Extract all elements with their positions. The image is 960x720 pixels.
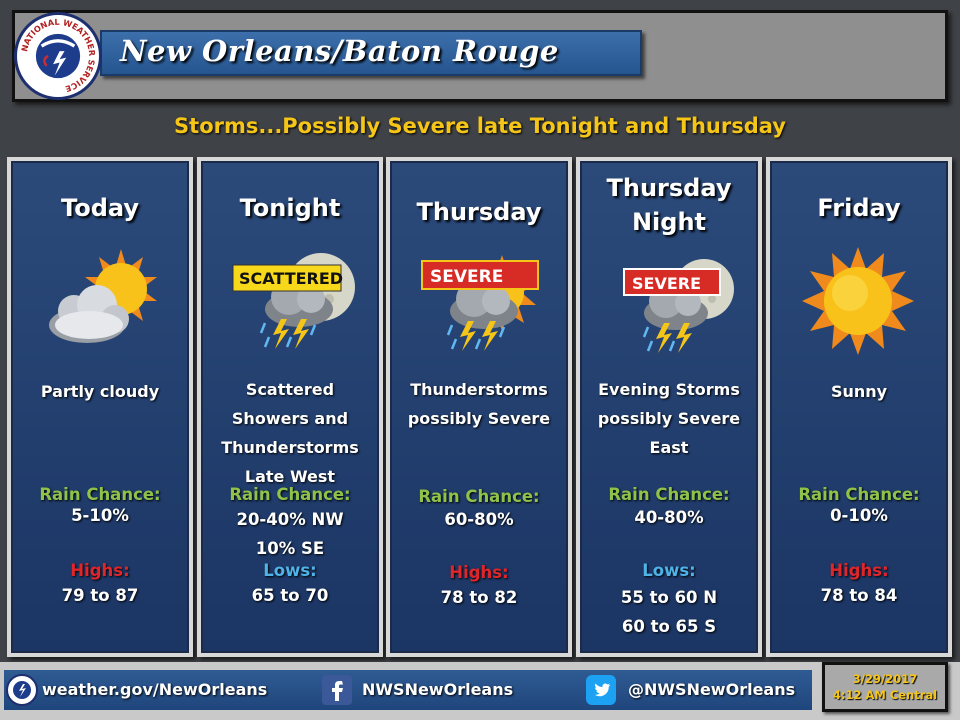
highs-value: 78 to 82 <box>440 588 518 607</box>
footer-bar: weather.gov/NewOrleans NWSNewOrleans @NW… <box>4 670 812 710</box>
scattered-thunderstorms-icon: SCATTERED <box>232 253 355 349</box>
day-title: Tonight <box>239 194 341 222</box>
forecast-panel-thursday-night: Thursday Night SEVERE Evening Storms pos… <box>576 157 762 657</box>
severe-thunderstorms-icon: SEVERE <box>421 255 539 351</box>
forecast-panel-friday: Friday Sunny Rain Chance: 0-10% Highs: 7… <box>766 157 952 657</box>
forecast-description: Scattered Showers and Thunderstorms Late… <box>221 380 359 486</box>
footer: weather.gov/NewOrleans NWSNewOrleans @NW… <box>0 662 960 720</box>
forecast-description: Partly cloudy <box>40 382 160 401</box>
severe-badge: SEVERE <box>430 267 503 287</box>
lows-value: 55 to 60 N 60 to 65 S <box>620 588 718 636</box>
lows-label: Lows: <box>642 561 696 580</box>
issued-date: 3/29/2017 <box>852 672 918 686</box>
website-link[interactable]: weather.gov/NewOrleans <box>42 680 268 699</box>
title-bar: New Orleans/Baton Rouge <box>100 30 642 76</box>
day-title: Today <box>61 194 139 222</box>
rain-chance-value: 40-80% <box>634 508 704 527</box>
rain-chance-label: Rain Chance: <box>229 485 351 504</box>
highs-value: 79 to 87 <box>61 586 139 605</box>
severe-badge: SEVERE <box>632 274 701 293</box>
facebook-icon[interactable] <box>322 675 352 705</box>
rain-chance-label: Rain Chance: <box>798 485 920 504</box>
rain-chance-value: 20-40% NW 10% SE <box>236 510 344 558</box>
forecast-description: Sunny <box>830 382 888 401</box>
issued-timestamp: 3/29/2017 4:12 AM Central <box>822 662 948 712</box>
cloud-shape <box>49 285 129 343</box>
lows-value: 65 to 70 <box>251 586 329 605</box>
twitter-icon[interactable] <box>586 675 616 705</box>
office-title: New Orleans/Baton Rouge <box>120 34 559 68</box>
rain-chance-label: Rain Chance: <box>39 485 161 504</box>
rain-chance-value: 60-80% <box>444 510 514 529</box>
nws-small-logo-icon <box>6 674 38 706</box>
facebook-handle[interactable]: NWSNewOrleans <box>362 680 514 699</box>
rain-chance-label: Rain Chance: <box>418 487 540 506</box>
day-title: Thursday Night <box>606 174 732 236</box>
lows-label: Lows: <box>263 561 317 580</box>
highs-label: Highs: <box>449 563 509 582</box>
nws-logo: NATIONAL WEATHER SERVICE <box>14 12 102 100</box>
partly-cloudy-icon <box>49 249 157 343</box>
rain-and-lightning-icon <box>446 321 506 351</box>
severe-thunderstorms-night-icon: SEVERE <box>623 259 734 353</box>
highs-value: 78 to 84 <box>820 586 898 605</box>
headline: Storms...Possibly Severe late Tonight an… <box>174 114 786 138</box>
rain-chance-label: Rain Chance: <box>608 485 730 504</box>
day-title: Friday <box>817 194 901 222</box>
scattered-badge: SCATTERED <box>239 269 343 288</box>
forecast-panel-thursday: Thursday SEVERE Thunderstorms possibly S… <box>386 157 572 657</box>
highs-label: Highs: <box>70 561 130 580</box>
rain-chance-value: 5-10% <box>71 506 129 525</box>
forecast-panel-today: Today Partly cloudy Rain Chance: 5-10% H… <box>7 157 193 657</box>
forecast-description: Evening Storms possibly Severe East <box>597 380 741 457</box>
rain-and-lightning-icon <box>259 319 317 349</box>
forecast-panel-tonight: Tonight SCATTERED Scattered Showers and … <box>197 157 383 657</box>
highs-label: Highs: <box>829 561 889 580</box>
day-title: Thursday <box>416 198 542 226</box>
rain-and-lightning-icon <box>642 323 692 353</box>
rain-chance-value: 0-10% <box>830 506 888 525</box>
forecast-description: Thunderstorms possibly Severe <box>407 380 551 428</box>
issued-time: 4:12 AM Central <box>832 688 938 702</box>
twitter-handle[interactable]: @NWSNewOrleans <box>628 680 796 699</box>
sunny-icon <box>802 247 914 355</box>
